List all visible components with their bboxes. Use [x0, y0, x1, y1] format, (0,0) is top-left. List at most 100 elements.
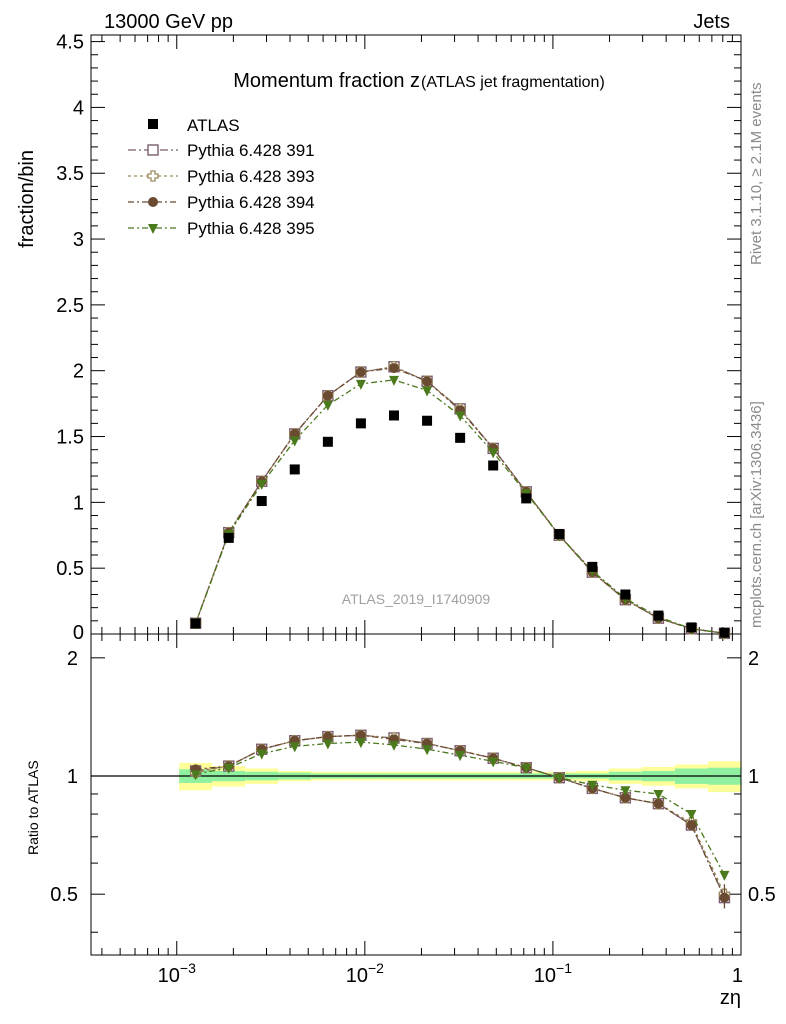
mc-point-ratio: [587, 780, 598, 791]
y-tick-label-top: 2: [73, 361, 84, 383]
top-axis-ticks: 0 0.5 1 1.5 2 2.5 3 3.5 4 4.5: [56, 32, 741, 644]
mc-point-ratio: [653, 798, 664, 809]
y-tick-label-top: 1: [73, 492, 84, 514]
mc-point-ratio: [620, 792, 631, 803]
mc-point-ratio: [289, 742, 300, 753]
analysis-label: ATLAS_2019_I1740909: [342, 591, 491, 607]
mc-point-top: [388, 375, 399, 386]
legend-marker: [148, 197, 158, 207]
mc-point-top: [289, 428, 300, 439]
legend-label: Pythia 6.428 395: [187, 219, 315, 238]
y-tick-label-ratio-right: 0.5: [748, 884, 776, 906]
legend: ATLAS Pythia 6.428 391 Pythia 6.428 393 Pyt…: [128, 116, 315, 238]
y-axis-label-ratio: Ratio to ATLAS: [25, 760, 41, 855]
chart-subtitle: (ATLAS jet fragmentation): [421, 74, 605, 91]
data-point: [322, 436, 333, 447]
legend-marker: [148, 224, 158, 234]
data-point: [355, 418, 366, 429]
y-tick-label-ratio-right: 1: [748, 766, 759, 788]
y-tick-label-top: 0.5: [56, 558, 84, 580]
data-point: [620, 589, 631, 600]
mc-point-top: [422, 376, 433, 387]
data-point: [256, 496, 267, 507]
mc-point-ratio: [521, 763, 532, 774]
y-axis-label-top: fraction/bin: [16, 150, 38, 248]
legend-item-3: Pythia 6.428 394: [128, 193, 315, 212]
legend-label-data: ATLAS: [187, 116, 240, 135]
mc-point-ratio: [322, 739, 333, 750]
y-tick-label-top: 1.5: [56, 427, 84, 449]
x-tick-labels: 10−3 10−2 10−1 1: [158, 960, 743, 987]
mc-line-ratio: [195, 734, 726, 898]
x-tick-label: 10−2: [346, 960, 384, 987]
mc-point-top: [322, 400, 333, 411]
y-tick-label-top: 4: [73, 97, 84, 119]
mc-point-top: [388, 363, 399, 374]
legend-label: Pythia 6.428 391: [187, 141, 315, 160]
data-point: [223, 532, 234, 543]
mc-point-ratio: [620, 786, 631, 797]
x-tick-label: 10−1: [534, 960, 572, 987]
mc-point-ratio: [422, 745, 433, 756]
mc-point-ratio: [223, 763, 234, 774]
mcplots-label: mcplots.cern.ch [arXiv:1306.3436]: [748, 401, 765, 628]
legend-item-2: Pythia 6.428 393: [128, 167, 315, 186]
data-point: [554, 528, 565, 539]
legend-marker-data: [148, 119, 158, 129]
mc-point-ratio: [686, 820, 697, 831]
mc-point-top: [488, 448, 499, 459]
y-tick-label-ratio-left: 1: [67, 766, 78, 788]
mc-point-ratio: [190, 770, 201, 781]
mc-point-ratio: [355, 738, 366, 749]
header-right-label: Jets: [693, 11, 730, 33]
y-tick-label-top: 3.5: [56, 163, 84, 185]
ratio-axis-ticks: 0.5 0.5 1 1 2 2: [50, 634, 776, 955]
mc-point-ratio: [256, 749, 267, 760]
legend-marker: [147, 170, 159, 182]
mc-point-top: [455, 411, 466, 422]
mc-point-ratio: [355, 730, 366, 741]
x-axis-label: zη: [720, 987, 741, 1009]
mc-point-top: [422, 386, 433, 397]
mc-point-ratio: [322, 731, 333, 742]
data-point: [521, 493, 532, 504]
legend-marker: [147, 144, 159, 156]
y-tick-label-ratio-left: 2: [67, 648, 78, 670]
mc-point-ratio: [488, 757, 499, 768]
y-tick-label-top: 4.5: [56, 32, 84, 54]
data-point: [686, 622, 697, 633]
top-series-layer: [189, 361, 731, 640]
data-point: [719, 627, 730, 638]
ratio-uncertainty-bands: [91, 761, 741, 793]
header-left-label: 13000 GeV pp: [104, 11, 233, 33]
legend-item-data: ATLAS: [148, 116, 240, 135]
legend-item-1: Pythia 6.428 391: [128, 141, 315, 160]
data-point: [653, 610, 664, 621]
mc-point-ratio: [388, 740, 399, 751]
mc-point-top: [355, 367, 366, 378]
mc-point-ratio: [455, 751, 466, 762]
y-tick-label-top: 2.5: [56, 295, 84, 317]
data-point: [488, 460, 499, 471]
mc-point-ratio: [653, 789, 664, 800]
data-point: [190, 618, 201, 629]
mc-point-ratio: [719, 870, 730, 881]
legend-label: Pythia 6.428 393: [187, 167, 315, 186]
data-point: [422, 415, 433, 426]
x-tick-label: 10−3: [158, 960, 196, 987]
mc-point-ratio: [554, 773, 565, 784]
legend-label: Pythia 6.428 394: [187, 193, 315, 212]
legend-item-4: Pythia 6.428 395: [128, 219, 315, 238]
mc-line-top: [195, 366, 725, 634]
x-tick-label: 1: [732, 965, 743, 987]
mc-point-ratio: [686, 810, 697, 821]
y-tick-label-ratio-right: 2: [748, 648, 759, 670]
data-point: [289, 464, 300, 475]
ratio-series-layer: [189, 729, 731, 909]
mc-point-top: [322, 390, 333, 401]
y-tick-label-ratio-left: 0.5: [50, 884, 78, 906]
y-tick-label-top: 0: [73, 622, 84, 644]
mc-line-ratio: [195, 741, 726, 876]
ratio-plot-frame: [90, 633, 742, 956]
